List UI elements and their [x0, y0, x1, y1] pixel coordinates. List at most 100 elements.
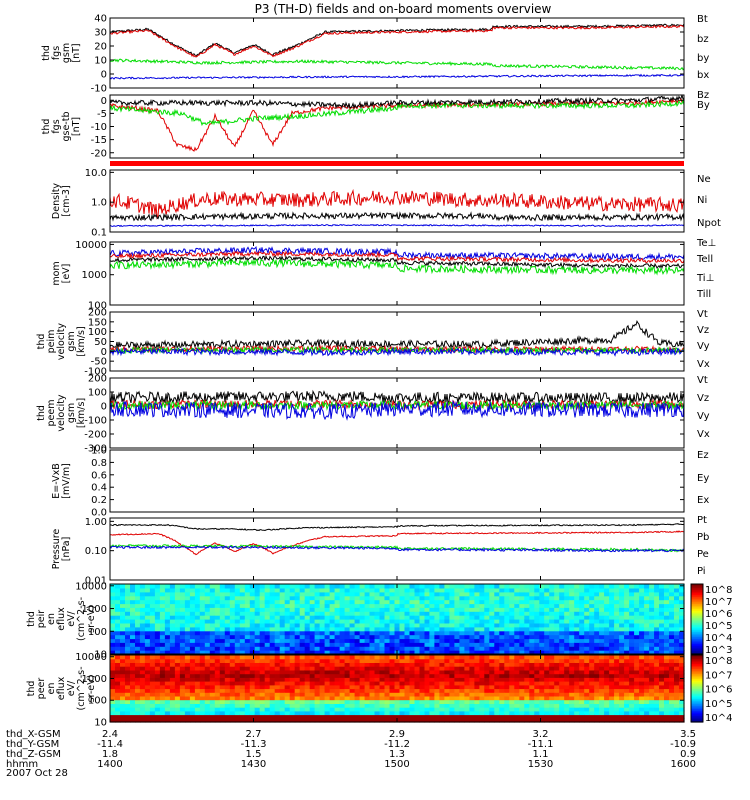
peir-spectrogram-cell: [654, 650, 660, 655]
peir-spectrogram-cell: [479, 607, 485, 612]
peer-spectrogram-cell: [419, 703, 426, 708]
peir-spectrogram-cell: [599, 595, 605, 601]
peer-spectrogram-cell: [169, 718, 176, 723]
peir-spectrogram-cell: [259, 619, 266, 624]
peer-spectrogram-cell: [294, 699, 301, 704]
peir-spectrogram-cell: [309, 595, 316, 601]
peir-spectrogram-cell: [399, 615, 406, 620]
peir-spectrogram-cell: [379, 646, 386, 651]
peer-spectrogram-cell: [125, 710, 131, 716]
peer-spectrogram-cell: [374, 658, 381, 663]
peer-spectrogram-cell: [494, 669, 500, 675]
peir-spectrogram-cell: [154, 603, 161, 608]
peir-spectrogram-cell: [544, 642, 550, 647]
peir-spectrogram-cell: [334, 595, 341, 601]
peer-spectrogram-cell: [679, 688, 685, 693]
peer-spectrogram-cell: [534, 662, 540, 667]
peer-spectrogram-cell: [464, 684, 470, 690]
peer-spectrogram-cell: [364, 669, 371, 675]
peir-spectrogram-cell: [539, 630, 545, 636]
peir-spectrogram-cell: [349, 634, 356, 640]
peir-spectrogram-cell: [169, 634, 176, 640]
peir-spectrogram-cell: [304, 634, 311, 640]
peir-spectrogram-cell: [294, 603, 301, 608]
peer-spectrogram-cell: [574, 658, 580, 663]
peer-spectrogram-cell: [589, 662, 595, 667]
peir-spectrogram-cell: [514, 615, 520, 620]
peir-spectrogram-cell: [609, 595, 615, 601]
peir-spectrogram-cell: [399, 634, 406, 640]
peir-spectrogram-cell: [324, 642, 331, 647]
peir-spectrogram-cell: [324, 584, 331, 589]
peer-spectrogram-cell: [629, 703, 635, 708]
peer-spectrogram-cell: [224, 673, 231, 678]
peir-spectrogram-cell: [499, 607, 505, 612]
peer-spectrogram-cell: [369, 710, 376, 716]
peer-spectrogram-cell: [354, 655, 361, 660]
peer-spectrogram-cell: [469, 662, 475, 667]
xaxis-row-value: 1.5: [246, 749, 262, 760]
peir-spectrogram-cell: [125, 622, 131, 628]
peer-spectrogram-cell: [189, 699, 196, 704]
peir-spectrogram-cell: [389, 587, 396, 593]
peer-spectrogram-cell: [264, 707, 271, 712]
peer-spectrogram-cell: [639, 688, 645, 693]
peer-spectrogram-cell: [679, 669, 685, 675]
peir-spectrogram-cell: [579, 607, 585, 612]
peir-colorbar-segment: [691, 645, 703, 648]
peer-spectrogram-cell: [549, 666, 555, 671]
peer-spectrogram-cell: [679, 692, 685, 697]
peer-spectrogram-cell: [384, 718, 391, 723]
peer-spectrogram-cell: [359, 666, 366, 671]
peer-spectrogram-cell: [554, 710, 560, 716]
peir-spectrogram-cell: [409, 603, 416, 608]
peir-spectrogram-cell: [679, 646, 685, 651]
peir-spectrogram-cell: [589, 619, 595, 624]
peir-spectrogram-cell: [424, 584, 431, 589]
peer-spectrogram-cell: [629, 710, 635, 716]
peir-spectrogram-cell: [239, 607, 246, 612]
peer-spectrogram-cell: [634, 673, 640, 678]
peer-spectrogram-cell: [409, 666, 416, 671]
peer-spectrogram-cell: [509, 688, 515, 693]
peir-spectrogram-cell: [629, 587, 635, 593]
peer-spectrogram-cell: [179, 695, 186, 701]
peir-spectrogram-cell: [509, 611, 515, 616]
peir-spectrogram-cell: [399, 626, 406, 632]
peir-spectrogram-cell: [529, 591, 535, 597]
peer-spectrogram-cell: [509, 673, 515, 678]
peer-spectrogram-cell: [159, 714, 166, 719]
peer-spectrogram-cell: [489, 666, 495, 671]
peer-spectrogram-cell: [309, 669, 316, 675]
peer-spectrogram-cell: [659, 714, 665, 719]
efield-ytick-label: 0.4: [91, 483, 107, 494]
peer-spectrogram-cell: [499, 684, 505, 690]
peer-spectrogram-cell: [499, 703, 505, 708]
peir-spectrogram-cell: [409, 646, 416, 651]
peir-spectrogram-cell: [519, 615, 525, 620]
peir-spectrogram-cell: [404, 599, 411, 605]
peir-spectrogram-cell: [469, 603, 475, 608]
peir-spectrogram-cell: [279, 646, 286, 651]
peir-spectrogram-cell: [144, 607, 151, 612]
peer-spectrogram-cell: [379, 658, 386, 663]
peer-spectrogram-cell: [204, 662, 211, 667]
peir-spectrogram-cell: [544, 619, 550, 624]
peir-spectrogram-cell: [159, 599, 166, 605]
peir-spectrogram-cell: [564, 622, 570, 628]
peer-spectrogram-cell: [454, 658, 460, 663]
peir-spectrogram-cell: [584, 619, 590, 624]
peir-spectrogram-cell: [609, 638, 615, 643]
peer-spectrogram-cell: [329, 718, 336, 723]
peir-spectrogram-cell: [339, 615, 346, 620]
peir-spectrogram-cell: [314, 607, 321, 612]
peer-spectrogram-cell: [469, 710, 475, 716]
peer-spectrogram-cell: [294, 707, 301, 712]
peer-spectrogram-cell: [669, 655, 675, 660]
peer-spectrogram-cell: [259, 669, 266, 675]
peir-spectrogram-cell: [554, 603, 560, 608]
peer-spectrogram-cell: [279, 666, 286, 671]
peir-spectrogram-cell: [125, 603, 131, 608]
peer-spectrogram-cell: [489, 677, 495, 682]
peir-spectrogram-cell: [559, 630, 565, 636]
